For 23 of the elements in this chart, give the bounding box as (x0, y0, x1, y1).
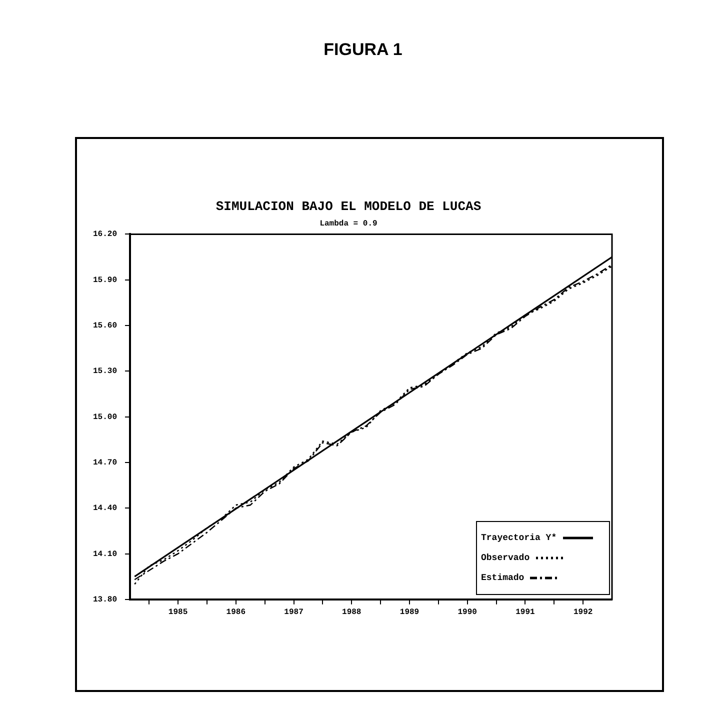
x-tick-label: 1986 (226, 608, 246, 618)
x-tick-label: 1990 (458, 608, 478, 618)
y-tick-label: 15.60 (92, 322, 118, 331)
y-tick-label: 14.40 (92, 504, 118, 514)
y-tick-label: 15.30 (92, 367, 118, 376)
legend-label: Trayectoria Y* (481, 533, 557, 544)
chart-title: SIMULACION BAJO EL MODELO DE LUCAS (216, 199, 482, 214)
x-tick-label: 1991 (516, 608, 536, 618)
x-tick-label: 1987 (284, 608, 304, 618)
y-tick-label: 14.10 (92, 550, 118, 559)
legend-label: Estimado (481, 573, 524, 584)
y-tick-label: 16.20 (92, 230, 118, 240)
x-tick-label: 1989 (400, 608, 420, 618)
chart-subtitle: Lambda = 0.9 (320, 219, 378, 228)
text: FIGURA 1 (322, 40, 404, 60)
x-tick-label: 1992 (573, 608, 593, 618)
legend-label: Observado (481, 553, 530, 564)
y-tick-label: 13.80 (92, 595, 118, 604)
y-tick-label: 15.00 (92, 412, 118, 422)
x-tick-label: 1985 (168, 608, 188, 618)
y-tick-label: 15.90 (92, 276, 118, 285)
x-tick-label: 1988 (342, 608, 362, 618)
y-tick-label: 14.70 (92, 458, 118, 468)
